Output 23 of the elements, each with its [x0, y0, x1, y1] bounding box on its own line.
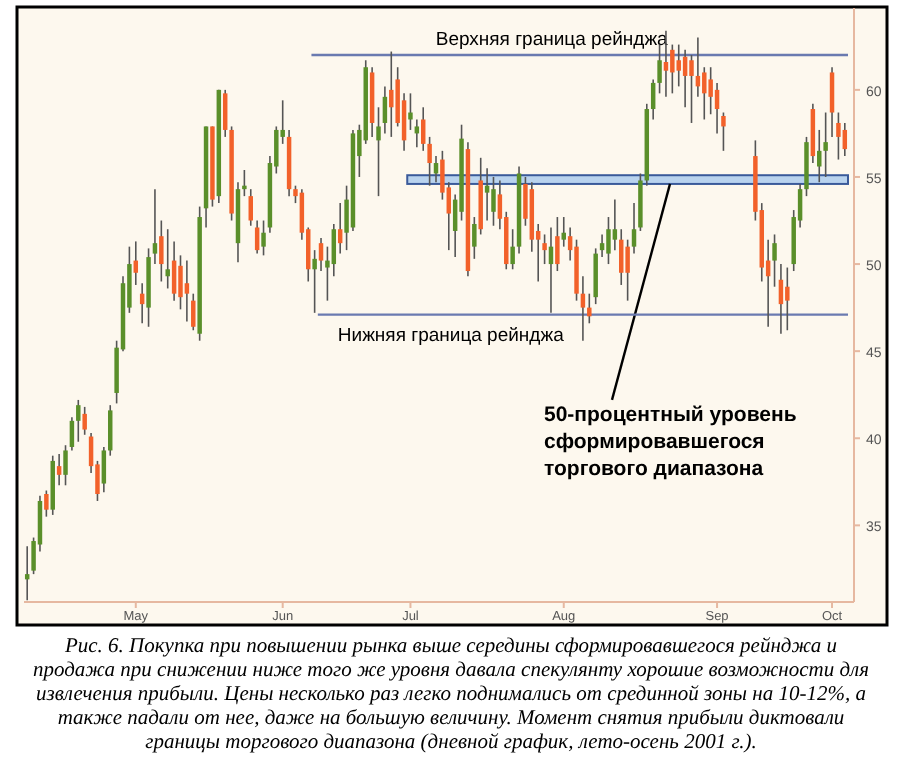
candlestick — [248, 188, 253, 227]
text: Рис. 6. Покупка при повышении рынка выше середины сформировавшегося рейнджа и продажа при снижении ниже того же уровня давала спекулянту хорошие возможности для извлечения прибыли. Цены несколько раз легко поднимались от срединной зоны на 10-12%, а также падали от нее, даже на большую величину. Момент снятия прибыли диктовали границы торгового диапазона (дневной график, лето-осень 2001 г.). — [33, 636, 870, 754]
candlestick — [254, 219, 260, 255]
candlestick — [165, 228, 170, 290]
candlestick — [76, 399, 81, 443]
ref-line-label: Нижняя граница рейнджа — [337, 324, 566, 347]
candlestick — [261, 219, 266, 257]
candlestick — [491, 176, 496, 227]
candlestick — [676, 43, 681, 88]
candlestick — [63, 444, 68, 487]
candlestick — [337, 202, 343, 255]
candlestick — [82, 406, 87, 436]
candlestick — [184, 259, 190, 323]
candlestick — [785, 266, 790, 332]
candlestick — [389, 50, 394, 138]
band-label: 50-процентный уровень сформировавшегося торгового диапазона — [544, 402, 798, 481]
candlestick — [408, 92, 413, 131]
candlestick — [414, 118, 420, 149]
candlestick — [823, 111, 828, 178]
candlestick — [56, 453, 62, 487]
candlestick — [484, 167, 490, 222]
candlestick — [318, 237, 324, 272]
candlestick — [829, 66, 835, 138]
